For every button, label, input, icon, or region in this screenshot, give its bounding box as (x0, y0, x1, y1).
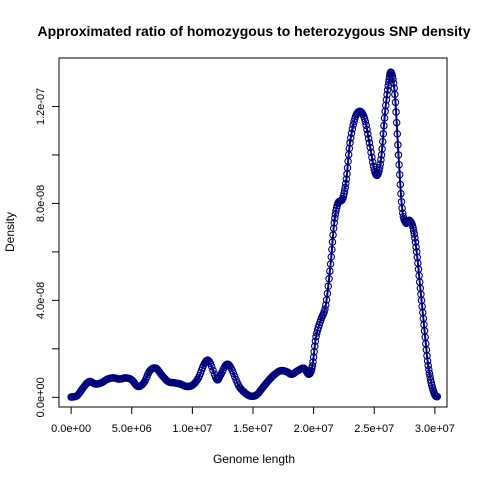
x-tick-label: 1.5e+07 (233, 423, 273, 435)
x-tick-label: 2.0e+07 (294, 423, 334, 435)
y-tick-label: 8.0e-08 (35, 185, 47, 222)
x-tick-label: 0.0e+00 (51, 423, 91, 435)
x-tick-label: 2.5e+07 (354, 423, 394, 435)
y-tick-label: 1.2e-07 (35, 88, 47, 125)
x-tick-label: 3.0e+07 (415, 423, 455, 435)
x-tick-label: 1.0e+07 (172, 423, 212, 435)
y-tick-label: 4.0e-08 (35, 282, 47, 319)
x-tick-label: 5.0e+06 (112, 423, 152, 435)
x-axis-label: Genome length (213, 452, 295, 466)
y-axis: 0.0e+00 4.0e-08 8.0e-08 1.2e-07 (35, 88, 59, 418)
y-axis-label: Density (3, 212, 17, 252)
plot-box (59, 58, 447, 407)
x-axis: 0.0e+00 5.0e+06 1.0e+07 1.5e+07 2.0e+07 2.5e+… (51, 407, 455, 435)
chart-title: Approximated ratio of homozygous to hete… (37, 23, 470, 39)
y-tick-label: 0.0e+00 (35, 377, 47, 417)
series-layer (68, 69, 441, 400)
